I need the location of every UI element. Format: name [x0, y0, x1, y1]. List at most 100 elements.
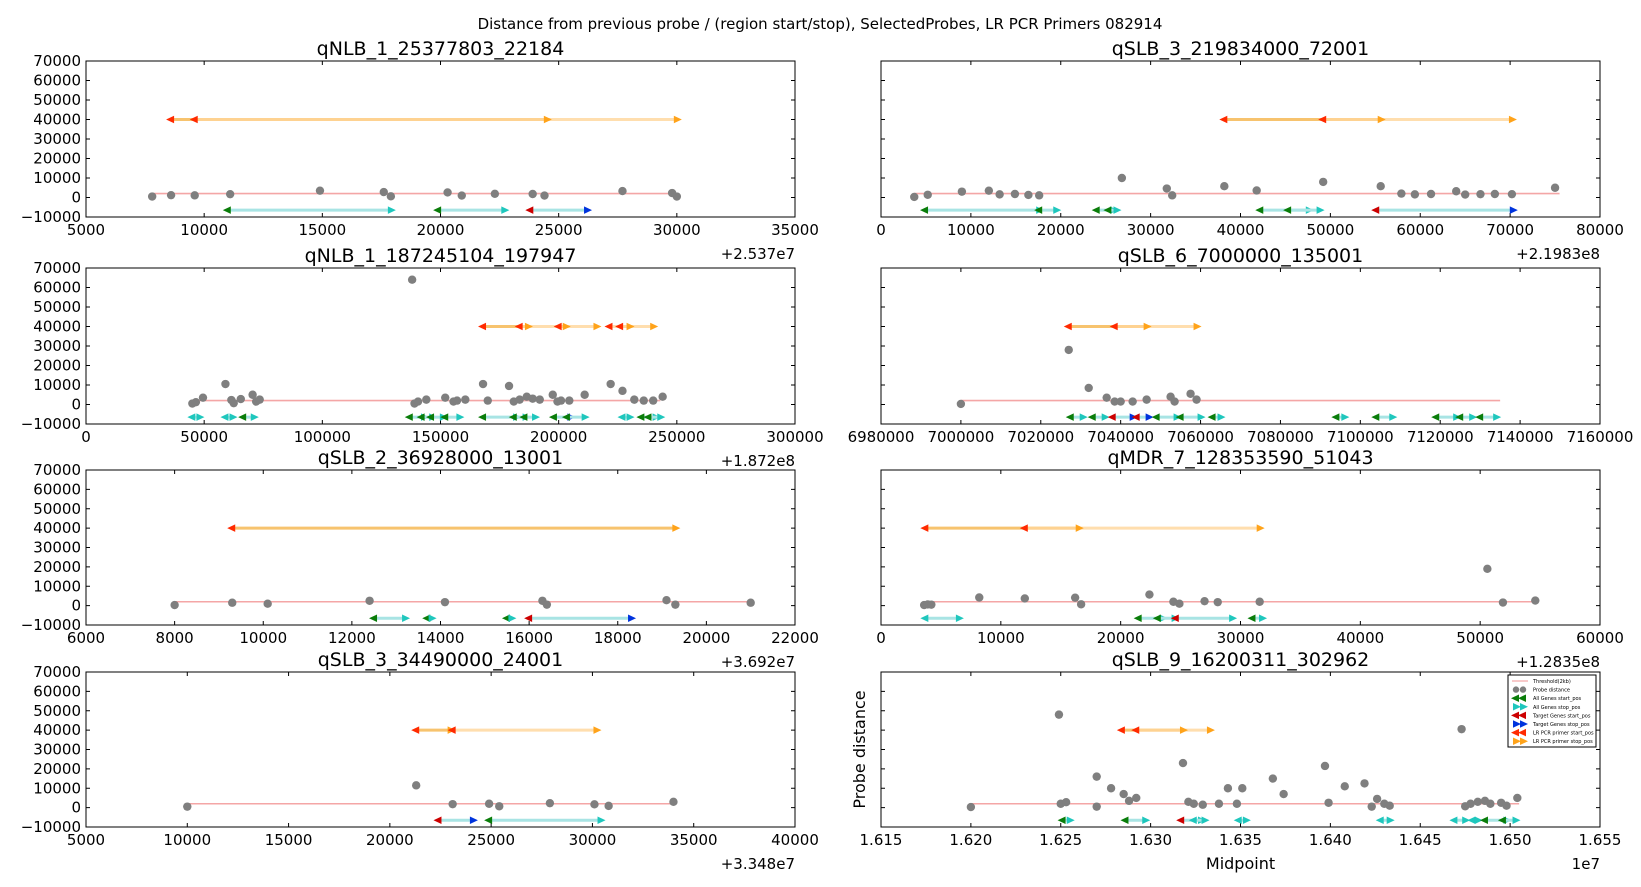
x-offset-label: +1.872e8	[721, 452, 795, 470]
probe-point	[618, 186, 627, 196]
gene-start-marker	[1107, 413, 1116, 421]
gene-stop-marker	[1259, 614, 1268, 622]
x-tick-label: 20000	[366, 831, 414, 849]
probe-point	[1124, 796, 1134, 806]
gene-start-marker	[524, 614, 533, 622]
x-tick-label: 7000000	[927, 428, 994, 446]
y-tick-label: 70000	[33, 663, 81, 681]
probe-point	[490, 189, 500, 198]
gene-stop-marker	[1341, 413, 1350, 421]
x-tick-label: 40000	[1336, 629, 1384, 647]
subplot-7: qSLB_3_34490000_24001 5000 10000 15000 20000…	[21, 649, 819, 873]
lr-primer-start-marker	[1131, 726, 1140, 734]
probe-point	[590, 800, 599, 809]
gene-start-marker	[1087, 413, 1096, 421]
gene-stop-marker	[597, 816, 606, 824]
subplot-2: qSLB_3_219834000_72001 0 10000 20000 30000 40…	[876, 38, 1624, 263]
x-tick-label: 7100000	[1327, 428, 1394, 446]
probe-point	[1070, 593, 1080, 602]
x-tick-label: 40000	[771, 831, 819, 849]
probe-point	[1452, 187, 1461, 196]
subplot-8: qSLB_9_16200311_302962 1.615 1.620 1.625 1.6…	[850, 649, 1621, 873]
gene-stop-marker	[1512, 816, 1521, 824]
legend-marker	[1513, 737, 1521, 745]
lr-primer-stop-marker	[1508, 115, 1517, 124]
y-tick-label: −10000	[21, 616, 81, 634]
gene-stop-marker	[628, 614, 637, 622]
legend-marker	[1513, 703, 1521, 711]
probe-point	[1175, 599, 1184, 608]
gene-start-marker	[440, 413, 449, 421]
probe-point	[1116, 397, 1125, 406]
y-tick-label: 10000	[33, 169, 81, 187]
x-tick-label: 1.645	[1399, 831, 1442, 849]
probe-point	[662, 596, 671, 605]
gene-start-marker	[1479, 816, 1488, 824]
gene-stop-marker	[1229, 614, 1238, 622]
gene-start-marker	[1176, 816, 1185, 824]
y-tick-label: 20000	[33, 558, 81, 576]
y-tick-label: 30000	[33, 741, 81, 759]
probe-point	[1110, 397, 1119, 406]
lr-primer-start-marker	[478, 322, 487, 331]
probe-point	[483, 396, 492, 405]
x-tick-label: 0	[876, 221, 886, 239]
x-tick-label: 100000	[294, 428, 351, 446]
lr-primer-start-marker	[166, 115, 175, 124]
probe-point	[484, 799, 494, 808]
y-tick-label: 70000	[33, 52, 81, 70]
legend-entry-label: Probe distance	[1533, 688, 1570, 694]
probe-point	[618, 386, 627, 396]
x-tick-label: 50000	[1456, 629, 1504, 647]
gene-start-marker	[920, 206, 929, 214]
subplot-4: qSLB_6_7000000_135001 6980000 7000000 70200…	[848, 245, 1634, 446]
probe-point	[1192, 395, 1201, 404]
y-tick-label: 0	[71, 189, 81, 207]
subplot-5: qSLB_2_36928000_13001 6000 8000 10000 12000 1…	[21, 447, 819, 671]
probe-point	[1167, 191, 1177, 200]
x-tick-label: 150000	[412, 428, 469, 446]
y-tick-label: 50000	[33, 298, 81, 316]
probe-point	[604, 801, 613, 811]
probe-point	[1268, 774, 1278, 783]
gene-stop-marker	[1079, 413, 1088, 421]
probe-point	[1162, 184, 1172, 193]
gene-stop-marker	[1386, 816, 1395, 824]
probe-point	[1410, 190, 1420, 199]
x-tick-label: 7080000	[1247, 428, 1314, 446]
gene-start-marker	[1131, 413, 1140, 421]
gene-stop-marker	[1493, 413, 1502, 421]
lr-primer-start-marker	[920, 524, 929, 532]
probe-point	[548, 390, 557, 399]
y-tick-label: 30000	[33, 130, 81, 148]
y-tick-label: 0	[71, 396, 81, 414]
probe-point	[1020, 594, 1029, 603]
x-tick-label: 10000	[947, 221, 995, 239]
x-tick-label: 20000	[417, 221, 465, 239]
probe-point	[386, 192, 396, 201]
gene-stop-marker	[1113, 206, 1122, 214]
probe-point	[407, 275, 417, 284]
gene-start-marker	[369, 614, 378, 622]
y-tick-label: 0	[71, 799, 81, 817]
gene-start-marker	[220, 413, 229, 421]
gene-start-marker	[1175, 413, 1184, 421]
probe-point	[1170, 397, 1179, 406]
probe-point	[1132, 793, 1141, 803]
probe-point	[649, 396, 658, 405]
x-tick-label: 20000	[1097, 629, 1145, 647]
legend-marker	[1518, 711, 1526, 720]
subplot-grid: qNLB_1_25377803_22184 5000 10000 15000 20000…	[21, 38, 1634, 873]
x-tick-label: 7120000	[1407, 428, 1474, 446]
gene-start-marker	[1103, 206, 1112, 214]
probe-point	[1531, 596, 1540, 605]
gene-start-marker	[1467, 816, 1476, 824]
probe-point	[1490, 189, 1500, 199]
x-tick-label: 15000	[298, 221, 346, 239]
probe-point	[672, 192, 682, 201]
x-tick-label: 6000	[67, 629, 105, 647]
subplot-title: qNLB_1_187245104_197947	[305, 245, 577, 267]
lr-primer-stop-marker	[543, 115, 552, 124]
probe-point	[910, 192, 919, 202]
legend-marker	[1520, 720, 1528, 728]
